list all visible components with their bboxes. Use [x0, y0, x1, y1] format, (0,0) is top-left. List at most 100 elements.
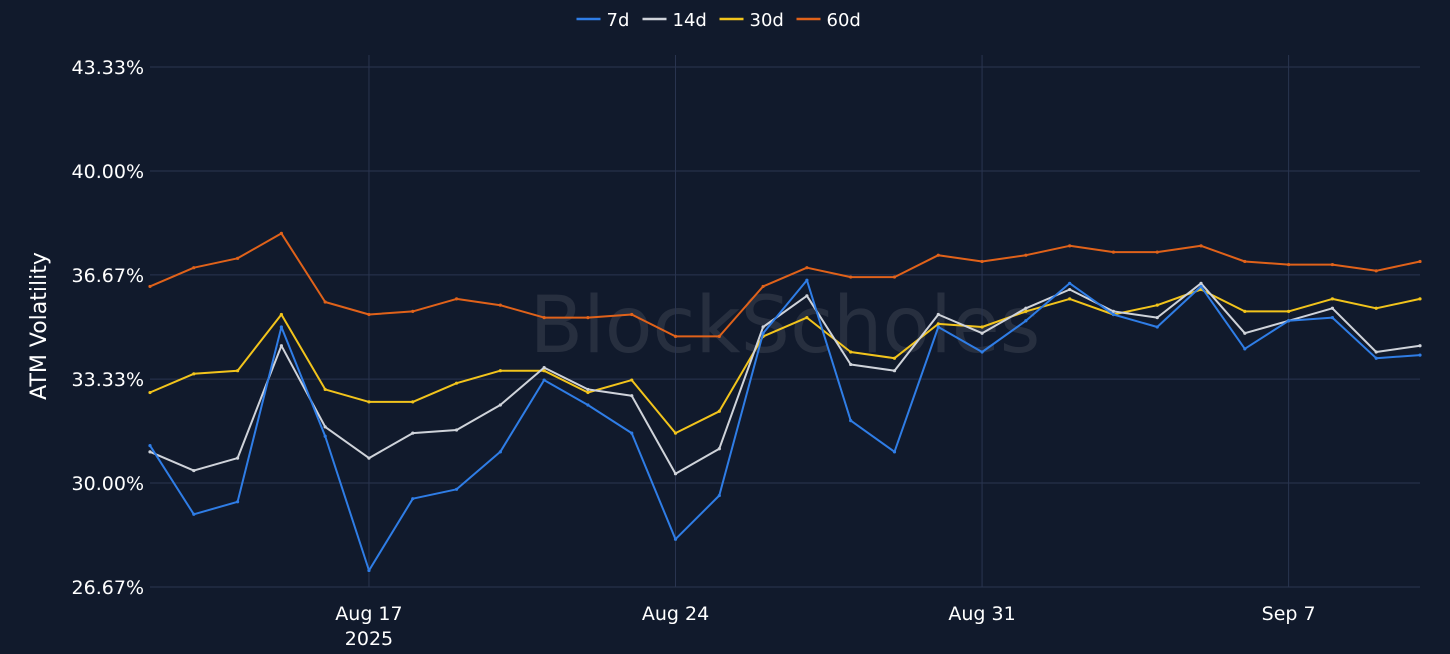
data-point-14d	[323, 425, 327, 429]
data-point-7d	[192, 512, 196, 516]
data-point-60d	[279, 231, 283, 235]
series-layer	[148, 231, 1422, 573]
legend-label: 60d	[827, 10, 861, 31]
data-point-14d	[717, 447, 721, 451]
data-point-60d	[1024, 253, 1028, 257]
data-point-14d	[1199, 281, 1203, 285]
data-point-14d	[673, 472, 678, 476]
data-point-30d	[1330, 297, 1335, 301]
y-tick-label: 36.67%	[72, 265, 144, 287]
legend-item-7d[interactable]: 7d	[576, 10, 630, 31]
data-point-14d	[367, 456, 371, 460]
data-point-14d	[630, 394, 634, 398]
data-point-30d	[673, 431, 678, 435]
data-point-60d	[1068, 244, 1072, 248]
data-point-14d	[1243, 331, 1247, 335]
series-line-14d	[149, 282, 1421, 475]
data-point-7d	[1418, 353, 1422, 357]
x-tick-sublabel: 2025	[345, 628, 393, 650]
data-point-14d	[1374, 350, 1378, 354]
data-point-30d	[849, 350, 853, 354]
x-tick-label: Aug 24	[642, 603, 709, 625]
data-point-7d	[892, 450, 897, 454]
data-point-30d	[542, 369, 546, 373]
data-point-60d	[980, 259, 984, 264]
data-point-30d	[1287, 309, 1291, 313]
y-tick-label: 33.33%	[72, 369, 144, 391]
legend-item-14d[interactable]: 14d	[642, 10, 707, 31]
data-point-14d	[849, 362, 853, 367]
series-line-7d	[149, 279, 1421, 572]
data-point-7d	[1330, 316, 1335, 320]
data-point-60d	[454, 297, 459, 301]
data-point-7d	[1243, 347, 1247, 351]
data-point-60d	[1287, 262, 1291, 267]
data-point-14d	[498, 403, 502, 407]
data-point-7d	[1199, 284, 1203, 289]
data-point-60d	[936, 253, 940, 257]
data-point-14d	[411, 431, 415, 435]
data-point-30d	[1155, 303, 1159, 307]
legend-item-30d[interactable]: 30d	[719, 10, 784, 31]
data-point-30d	[586, 390, 590, 395]
legend-label: 14d	[673, 10, 707, 31]
data-point-7d	[148, 444, 152, 448]
data-point-60d	[1243, 259, 1247, 264]
data-point-30d	[279, 312, 283, 317]
data-point-60d	[849, 275, 853, 279]
data-point-60d	[717, 334, 721, 338]
data-point-7d	[630, 431, 634, 435]
data-point-14d	[892, 369, 897, 373]
data-point-60d	[673, 334, 678, 338]
legend-item-60d[interactable]: 60d	[796, 10, 861, 31]
data-point-7d	[498, 450, 502, 454]
y-tick-label: 43.33%	[72, 57, 144, 79]
data-point-7d	[1111, 312, 1116, 317]
data-point-7d	[235, 500, 240, 504]
data-point-30d	[1243, 309, 1247, 313]
data-point-30d	[892, 356, 897, 360]
data-point-60d	[630, 312, 634, 317]
data-point-30d	[936, 322, 940, 326]
data-point-30d	[323, 387, 327, 392]
data-point-60d	[1330, 262, 1335, 267]
data-point-60d	[323, 300, 327, 304]
x-tick-label: Sep 7	[1262, 603, 1316, 625]
data-point-60d	[586, 316, 590, 320]
data-point-14d	[936, 312, 940, 317]
data-point-14d	[1111, 309, 1116, 313]
data-point-7d	[542, 378, 546, 382]
data-point-60d	[498, 303, 502, 307]
legend-label: 7d	[607, 10, 630, 31]
legend[interactable]: 7d 14d 30d 60d	[576, 10, 861, 31]
data-point-7d	[411, 497, 415, 501]
data-point-14d	[542, 365, 546, 370]
data-point-14d	[1330, 306, 1335, 310]
data-point-30d	[411, 400, 415, 404]
data-point-30d	[192, 372, 196, 376]
data-point-60d	[148, 284, 152, 289]
y-axis: 26.67% 30.00% 33.33% 36.67% 40.00% 43.33%	[72, 57, 144, 599]
data-point-7d	[323, 434, 327, 438]
data-point-7d	[805, 278, 809, 282]
data-point-30d	[1068, 297, 1072, 301]
y-tick-label: 30.00%	[72, 473, 144, 495]
data-point-14d	[1155, 316, 1159, 320]
y-tick-label: 40.00%	[72, 161, 144, 183]
data-point-7d	[849, 419, 853, 423]
data-point-7d	[673, 537, 678, 541]
data-point-7d	[1155, 325, 1159, 329]
data-point-7d	[367, 568, 371, 573]
data-point-60d	[235, 256, 240, 260]
x-axis: Aug 17 2025 Aug 24 Aug 31 Sep 7	[335, 603, 1315, 650]
data-point-30d	[1374, 306, 1378, 310]
data-point-30d	[717, 409, 721, 413]
data-point-14d	[279, 344, 283, 348]
data-point-14d	[148, 450, 152, 454]
data-point-14d	[1068, 287, 1072, 292]
data-point-30d	[1418, 297, 1422, 301]
data-point-30d	[630, 378, 634, 382]
data-point-60d	[1374, 269, 1378, 273]
